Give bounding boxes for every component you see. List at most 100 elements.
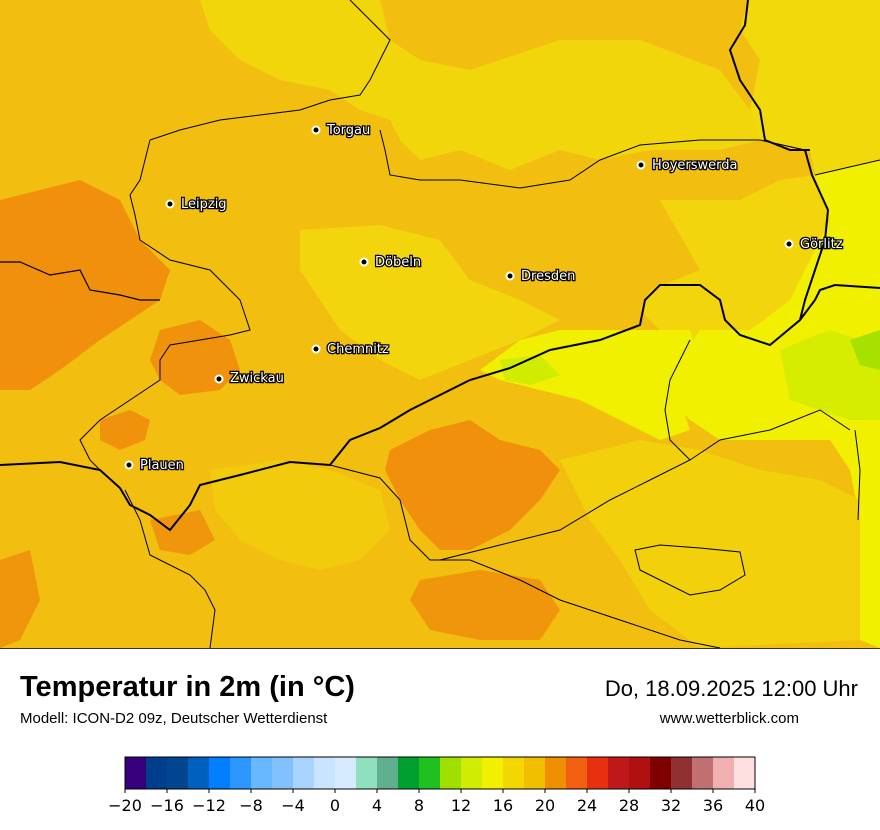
national-border-east — [799, 149, 830, 321]
national-border — [0, 283, 880, 532]
legend-swatch — [692, 757, 714, 789]
region-border-bohemia — [329, 464, 721, 649]
city-dresden: Dresden — [505, 268, 577, 285]
city-marker — [784, 239, 794, 249]
temperature-zone-southwest-orange — [150, 510, 215, 555]
legend-swatch — [314, 757, 336, 789]
legend-swatch — [608, 757, 630, 789]
website-link[interactable]: www.wetterblick.com — [659, 710, 799, 727]
state-border-north — [728, 0, 810, 151]
legend-swatch — [356, 757, 378, 789]
legend-ticks: −20 −16 −12 −8 −4 0 4 8 12 16 20 24 28 32 36 40 — [108, 789, 765, 815]
legend-tick-label: 20 — [535, 796, 555, 815]
legend-swatch — [272, 757, 294, 789]
legend-swatch — [440, 757, 462, 789]
temperature-zone-west-orange — [0, 180, 170, 390]
city-marker — [359, 257, 369, 267]
map-title: Temperatur in 2m (in °C) — [20, 671, 355, 703]
city-label: Plauen — [140, 458, 184, 473]
temperature-zone-plauen-orange — [100, 410, 150, 450]
state-border-poland-north — [814, 159, 880, 176]
legend-tick-label: 16 — [493, 796, 513, 815]
city-label: Hoyerswerda — [652, 158, 738, 173]
region-border-far-east — [854, 429, 861, 521]
legend-swatch — [713, 757, 735, 789]
state-border-thuringia — [0, 261, 160, 301]
forecast-datetime: Do, 18.09.2025 12:00 Uhr — [604, 676, 858, 701]
city-marker — [165, 199, 175, 209]
temperature-zone-southeast — [670, 160, 880, 648]
legend-tick-label: 40 — [745, 796, 765, 815]
map-canvas: Torgau Hoyerswerda Leipzig Görlitz Döbel… — [0, 0, 880, 649]
legend-swatch — [461, 757, 483, 789]
city-zwickau: Zwickau — [214, 370, 285, 387]
temperature-zone-south-east-yellow — [560, 440, 860, 648]
legend-tick-label: −20 — [108, 796, 142, 815]
legend-swatch — [251, 757, 273, 789]
legend-swatch — [566, 757, 588, 789]
legend-tick-label: 32 — [661, 796, 681, 815]
city-marker — [311, 344, 321, 354]
legend-swatch — [650, 757, 672, 789]
city-goerlitz: Görlitz — [784, 236, 844, 253]
city-doebeln: Döbeln — [359, 254, 422, 271]
state-border-thuringia-west — [79, 194, 251, 471]
temperature-zone-north-east — [380, 0, 880, 175]
legend-frame — [124, 756, 756, 790]
legend-tick-label: 8 — [414, 796, 424, 815]
map-footer: Temperatur in 2m (in °C) Modell: ICON-D2… — [0, 649, 880, 830]
legend-swatch — [167, 757, 189, 789]
legend-swatch — [209, 757, 231, 789]
legend-swatch — [293, 757, 315, 789]
legend-swatches — [125, 757, 756, 789]
legend-swatch — [524, 757, 546, 789]
city-label: Torgau — [326, 123, 370, 138]
city-hoyerswerda: Hoyerswerda — [636, 157, 739, 174]
city-chemnitz: Chemnitz — [311, 341, 390, 358]
city-marker — [124, 460, 134, 470]
legend-tick-label: 28 — [619, 796, 639, 815]
city-label: Döbeln — [375, 255, 421, 270]
legend-tick-label: −16 — [150, 796, 184, 815]
temperature-zone-south-west-yellow — [210, 460, 390, 570]
state-border-brandenburg — [379, 129, 806, 189]
region-border-prague — [634, 544, 746, 596]
legend-tick-label: 24 — [577, 796, 597, 815]
legend-tick-label: −4 — [281, 796, 305, 815]
city-label: Görlitz — [800, 237, 843, 252]
state-border-bavaria — [124, 489, 216, 649]
legend-tick-label: −12 — [192, 796, 226, 815]
city-marker — [311, 125, 321, 135]
city-marker — [214, 374, 224, 384]
legend-swatch — [734, 757, 756, 789]
legend-tick-label: 4 — [372, 796, 382, 815]
legend-swatch — [587, 757, 609, 789]
legend-tick-label: 12 — [451, 796, 471, 815]
legend-swatch — [545, 757, 567, 789]
region-border-czech-north — [439, 409, 851, 561]
legend-swatch — [419, 757, 441, 789]
temperature-zone-green — [850, 330, 880, 370]
temperature-map: Torgau Hoyerswerda Leipzig Görlitz Döbel… — [0, 0, 880, 649]
legend-swatch — [377, 757, 399, 789]
region-border-liberec — [664, 339, 691, 461]
city-label: Leipzig — [181, 197, 227, 212]
legend-tick-label: −8 — [239, 796, 263, 815]
legend-swatch — [482, 757, 504, 789]
color-legend: −20 −16 −12 −8 −4 0 4 8 12 16 20 24 28 32 36 40 — [108, 756, 765, 815]
legend-swatch — [188, 757, 210, 789]
city-torgau: Torgau — [311, 122, 372, 139]
temperature-zone-south-orange — [410, 570, 560, 640]
city-marker — [636, 160, 646, 170]
city-label: Chemnitz — [327, 342, 389, 357]
temperature-zone-edge-orange — [0, 550, 40, 648]
temperature-zone-north — [200, 0, 760, 170]
legend-tick-label: 0 — [330, 796, 340, 815]
temperature-zone-small-green — [500, 355, 560, 385]
city-label: Dresden — [521, 269, 575, 284]
city-marker — [505, 271, 515, 281]
temperature-zone-east — [640, 175, 830, 340]
legend-swatch — [335, 757, 357, 789]
legend-swatch — [629, 757, 651, 789]
temperature-zone-bohemia-orange — [385, 420, 560, 550]
